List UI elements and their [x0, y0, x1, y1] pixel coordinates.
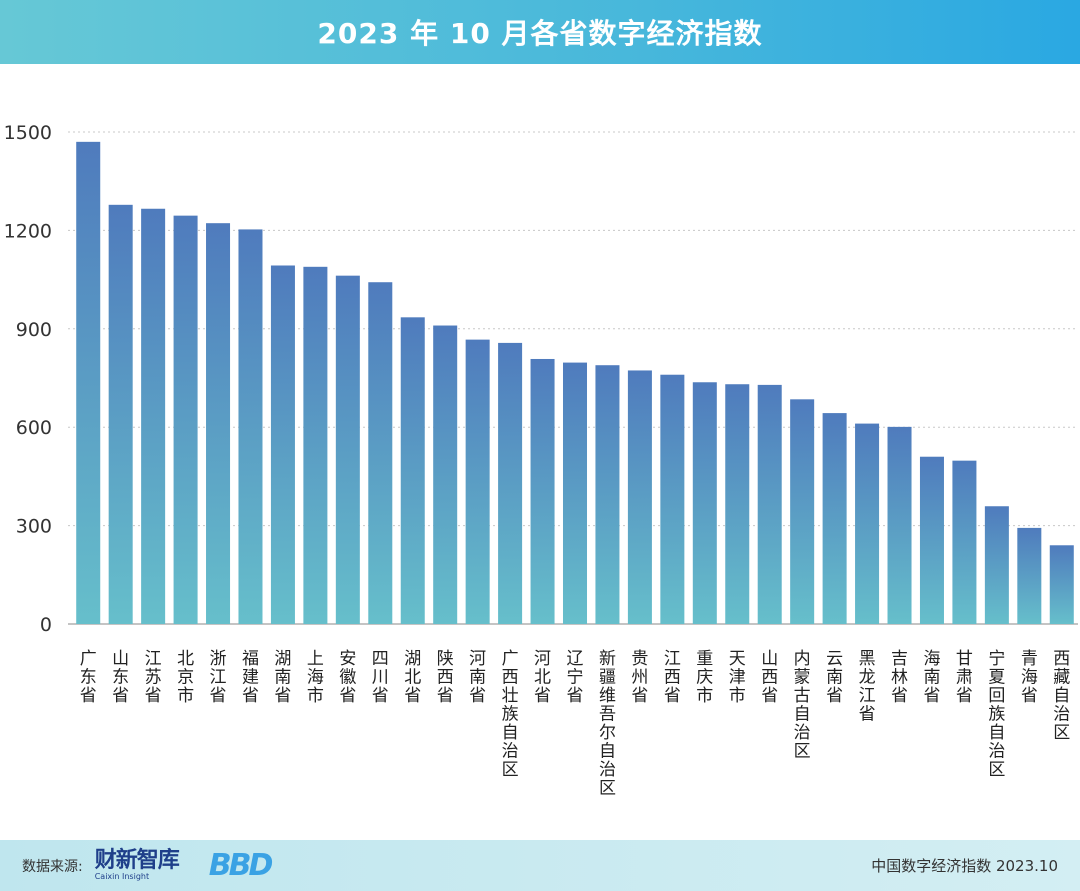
- bar: [108, 204, 133, 625]
- bar: [141, 208, 166, 624]
- x-tick-label: 上海市: [307, 649, 324, 706]
- x-tick-label: 西藏自治区: [1053, 649, 1070, 743]
- x-tick-label: 湖南省: [274, 649, 291, 706]
- bar: [919, 456, 944, 624]
- x-tick-label: 江西省: [664, 649, 681, 706]
- caixin-logo-subtext: Caixin Insight: [94, 872, 150, 881]
- x-tick-label: 北京市: [177, 649, 194, 706]
- bar: [562, 362, 588, 624]
- y-tick-label: 1500: [4, 122, 52, 144]
- x-tick-label: 新疆维吾尔自治区: [599, 649, 616, 799]
- bar: [238, 229, 263, 624]
- x-axis-labels: 广东省山东省江苏省北京市浙江省福建省湖南省上海市安徽省四川省湖北省陕西省河南省广…: [80, 649, 1071, 799]
- bar: [595, 365, 620, 624]
- bar: [757, 384, 782, 624]
- y-tick-label: 900: [16, 319, 52, 341]
- x-tick-label: 内蒙古自治区: [794, 649, 811, 762]
- bar: [887, 426, 912, 624]
- bar: [335, 275, 360, 624]
- source-label: 数据来源:: [22, 858, 83, 875]
- x-tick-label: 山西省: [761, 649, 778, 706]
- bar: [660, 374, 685, 624]
- x-tick-label: 湖北省: [404, 649, 421, 706]
- caixin-logo: 财新智库 Caixin Insight: [94, 848, 180, 881]
- bars: [76, 141, 1074, 625]
- bar: [627, 370, 652, 624]
- x-tick-label: 甘肃省: [956, 649, 973, 706]
- x-tick-label: 重庆市: [696, 649, 713, 706]
- bar: [173, 215, 198, 624]
- footer: 数据来源: 财新智库 Caixin Insight BBD 中国数字经济指数 2…: [0, 840, 1080, 891]
- bar: [692, 382, 717, 624]
- x-tick-label: 四川省: [372, 649, 389, 706]
- y-tick-label: 1200: [4, 220, 52, 242]
- y-tick-label: 600: [16, 417, 52, 439]
- bar: [498, 342, 523, 624]
- x-tick-label: 海南省: [923, 649, 940, 706]
- bar: [725, 384, 750, 624]
- bar: [206, 223, 231, 624]
- bar: [303, 266, 328, 624]
- bar: [790, 399, 815, 624]
- bar: [1049, 545, 1074, 624]
- bar: [984, 506, 1009, 624]
- y-tick-label: 0: [40, 614, 52, 636]
- x-tick-label: 广西壮族自治区: [502, 649, 519, 780]
- bar: [76, 141, 101, 624]
- x-tick-label: 云南省: [826, 649, 843, 706]
- x-tick-label: 陕西省: [437, 649, 454, 706]
- x-tick-label: 黑龙江省: [859, 649, 876, 725]
- x-tick-label: 河南省: [469, 649, 486, 706]
- index-label: 中国数字经济指数 2023.10: [871, 857, 1058, 875]
- x-tick-label: 浙江省: [210, 649, 227, 706]
- x-tick-label: 辽宁省: [567, 649, 584, 706]
- chart-header: 2023 年 10 月各省数字经济指数: [0, 0, 1080, 64]
- bar: [952, 460, 977, 624]
- bar: [433, 325, 458, 624]
- chart-title: 2023 年 10 月各省数字经济指数: [317, 17, 763, 50]
- x-tick-label: 贵州省: [631, 649, 648, 706]
- x-tick-label: 山东省: [112, 649, 129, 706]
- bar: [465, 339, 490, 624]
- bar: [822, 413, 847, 624]
- x-tick-label: 安徽省: [339, 649, 356, 706]
- bar: [855, 423, 880, 624]
- bar-chart: 0 300 600 900 1200 1500 广东省山东省江苏省北京市浙江省福建省湖南省…: [4, 122, 1078, 799]
- caixin-logo-text: 财新智库: [94, 848, 180, 873]
- x-tick-label: 宁夏回族自治区: [988, 649, 1005, 780]
- x-tick-label: 青海省: [1021, 649, 1038, 706]
- x-tick-label: 天津市: [729, 649, 746, 706]
- x-tick-label: 河北省: [534, 649, 551, 706]
- bar: [530, 358, 555, 624]
- bar: [270, 265, 295, 624]
- x-tick-label: 江苏省: [145, 649, 162, 706]
- y-tick-label: 300: [16, 516, 52, 538]
- x-tick-label: 福建省: [242, 649, 259, 706]
- bar: [368, 282, 393, 624]
- y-axis: 0 300 600 900 1200 1500: [4, 122, 52, 636]
- bbd-logo: BBD: [208, 848, 274, 883]
- bar: [1017, 527, 1042, 624]
- bar: [400, 317, 425, 624]
- x-tick-label: 广东省: [80, 649, 97, 706]
- x-tick-label: 吉林省: [891, 649, 908, 706]
- chart-area: 0 300 600 900 1200 1500 广东省 山东省 江苏省 北京市 浙江省 福建省 湖南省…: [0, 64, 1080, 840]
